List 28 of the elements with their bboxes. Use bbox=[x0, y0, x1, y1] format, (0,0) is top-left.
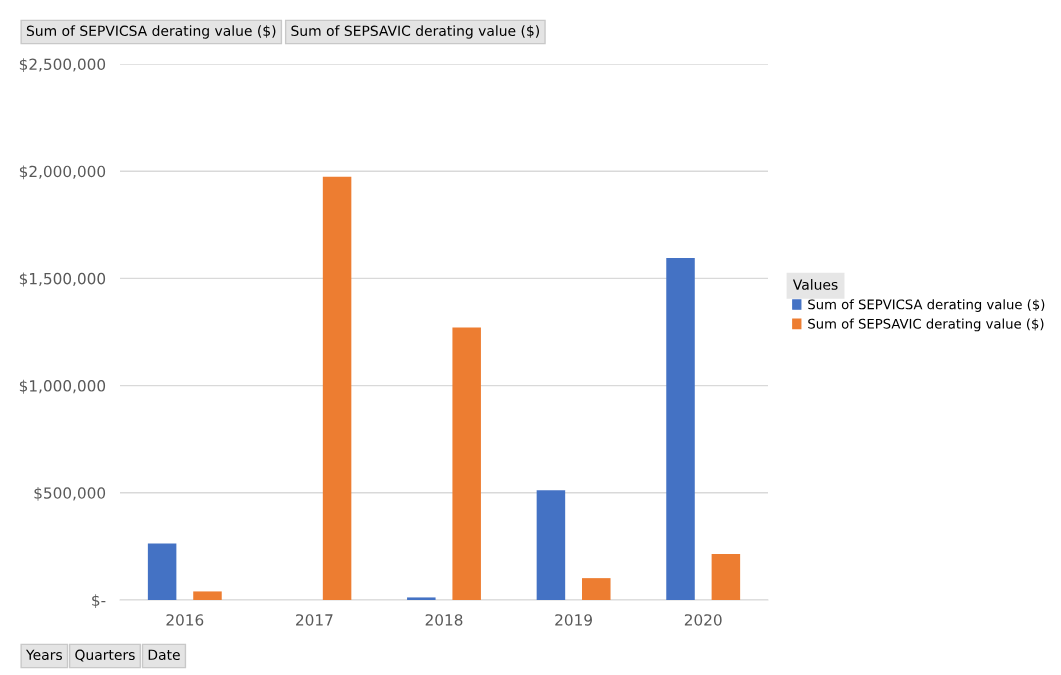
bar bbox=[452, 327, 481, 600]
legend-title: Values bbox=[792, 279, 838, 290]
x-tick-label: 2016 bbox=[166, 614, 204, 626]
x-tick-label: 2019 bbox=[555, 614, 592, 626]
y-tick-label: $2,000,000 bbox=[19, 165, 106, 180]
legend-label: Sum of SEPVICSA derating value ($) bbox=[808, 299, 1045, 312]
text: Sum of SEPVICSA derating value ($) bbox=[26, 25, 276, 39]
y-tick-label: $- bbox=[92, 594, 106, 609]
y-tick-label: $1,000,000 bbox=[19, 379, 106, 394]
x-tick-label: 2020 bbox=[684, 614, 722, 626]
text: Years bbox=[25, 649, 62, 661]
legend-label: Sum of SEPSAVIC derating value ($) bbox=[808, 318, 1044, 332]
text: Sum of SEPSAVIC derating value ($) bbox=[291, 25, 539, 39]
bar bbox=[147, 543, 177, 600]
text: Date bbox=[148, 649, 180, 661]
x-tick-label: 2017 bbox=[296, 614, 333, 626]
bar bbox=[536, 490, 566, 600]
bar bbox=[666, 258, 695, 600]
bar bbox=[407, 597, 436, 600]
bar bbox=[322, 176, 352, 600]
y-tick-label: $500,000 bbox=[34, 487, 106, 501]
y-tick-label: $2,500,000 bbox=[19, 58, 106, 73]
y-tick-label: $1,500,000 bbox=[19, 272, 106, 287]
bar bbox=[582, 578, 611, 600]
x-tick-label: 2018 bbox=[425, 614, 463, 626]
bar bbox=[711, 554, 741, 600]
text: Quarters bbox=[75, 649, 135, 662]
bar bbox=[193, 591, 222, 600]
